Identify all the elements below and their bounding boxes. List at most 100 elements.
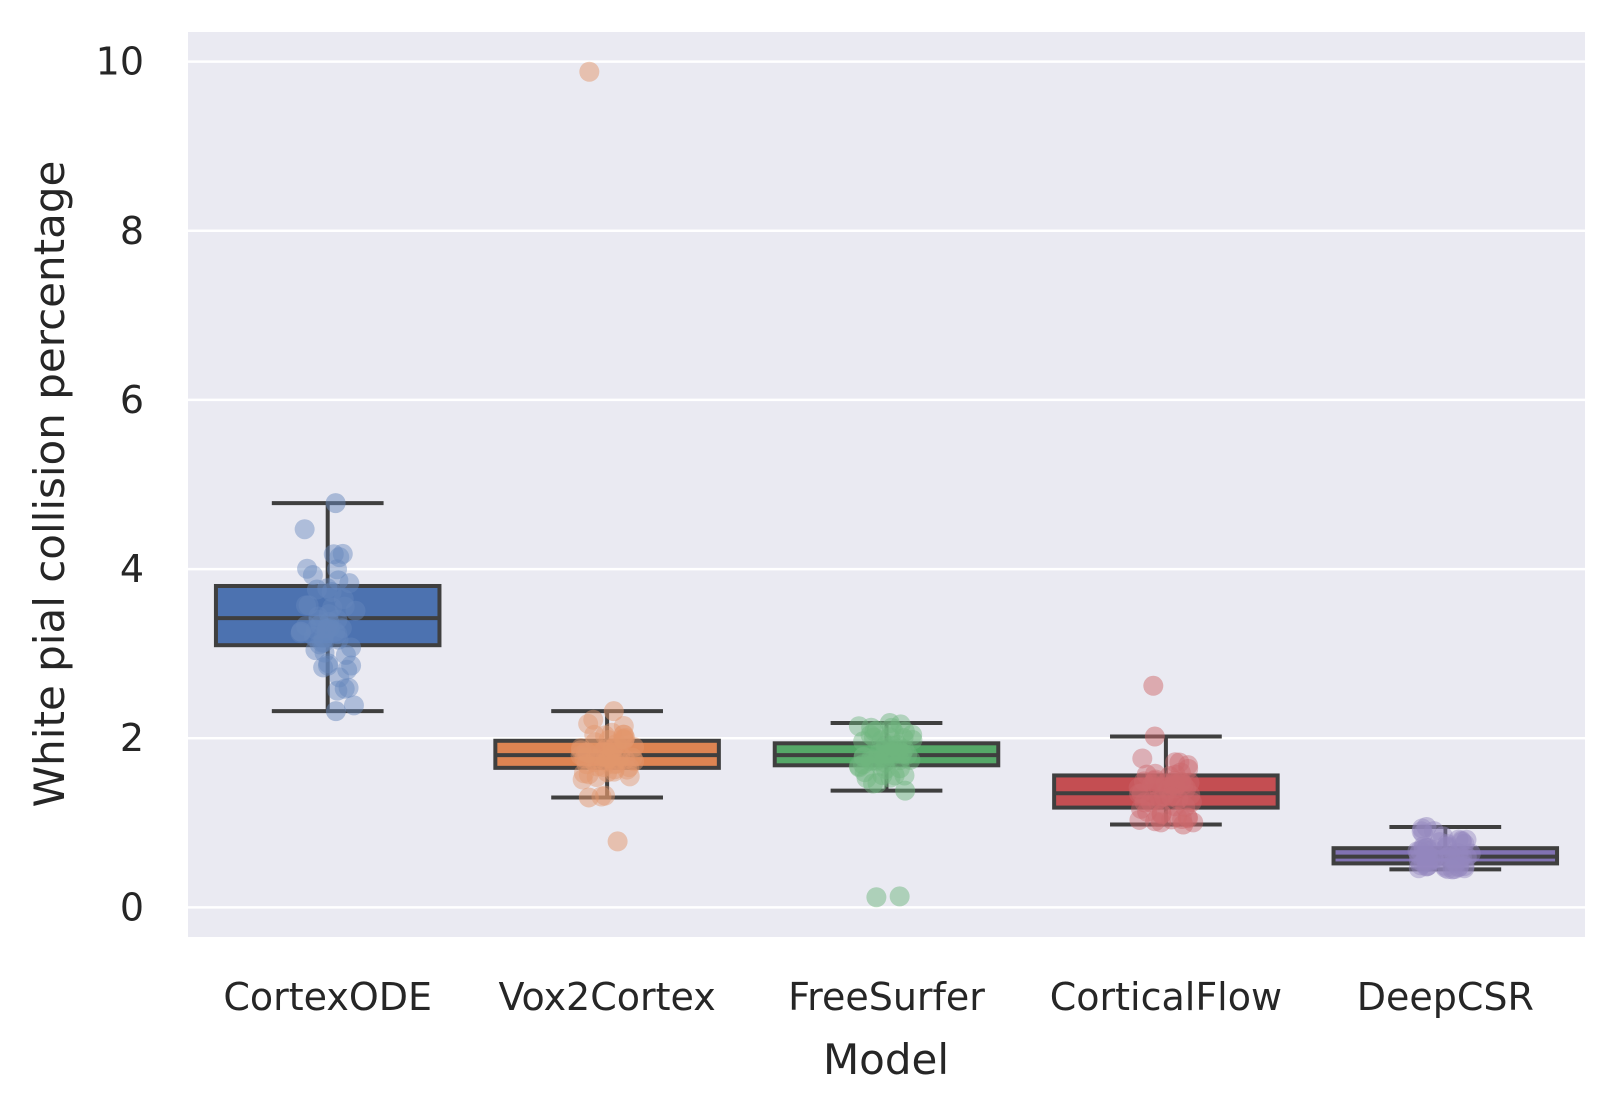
data-point (881, 741, 902, 762)
data-point (578, 787, 599, 808)
data-point (853, 746, 874, 767)
data-point (308, 609, 329, 630)
data-point (610, 745, 631, 766)
data-point (1436, 837, 1457, 858)
data-point (1142, 774, 1163, 795)
data-point (578, 764, 599, 785)
data-point (1408, 858, 1429, 879)
data-point (1144, 726, 1165, 747)
data-point (1415, 848, 1436, 869)
data-point (848, 756, 869, 777)
data-point (583, 709, 604, 730)
box-deepcsr (1331, 825, 1560, 872)
data-point (333, 589, 354, 610)
data-point (290, 621, 311, 642)
y-tick-label: 8 (120, 209, 144, 253)
data-point (612, 728, 633, 749)
data-point (1407, 841, 1428, 862)
data-point (601, 722, 622, 743)
data-point (853, 731, 874, 752)
data-point (325, 493, 346, 514)
data-point (1145, 811, 1166, 832)
data-point (604, 754, 625, 775)
data-point (1416, 817, 1437, 838)
data-point (863, 750, 884, 771)
data-point (860, 750, 881, 771)
data-point (331, 618, 352, 639)
data-point (339, 573, 360, 594)
data-point (871, 755, 892, 776)
data-point (290, 623, 311, 644)
data-point (310, 614, 331, 635)
data-point (884, 765, 905, 786)
data-point (887, 734, 908, 755)
data-point (891, 742, 912, 763)
box-freesurfer (772, 721, 1001, 793)
data-point (343, 695, 364, 716)
data-point (329, 667, 350, 688)
data-point (332, 543, 353, 564)
data-point (1129, 809, 1150, 830)
data-point (615, 727, 636, 748)
data-point (309, 634, 330, 655)
data-point (1159, 766, 1180, 787)
data-point (619, 757, 640, 778)
data-point (1180, 784, 1201, 805)
data-point (1131, 783, 1152, 804)
data-point (317, 655, 338, 676)
data-point (297, 558, 318, 579)
data-point (337, 659, 358, 680)
data-point (327, 624, 348, 645)
data-point (577, 742, 598, 763)
outlier-point (889, 886, 910, 907)
data-point (1173, 814, 1194, 835)
x-tick-label: CorticalFlow (1050, 975, 1282, 1019)
data-point (624, 737, 645, 758)
data-point (1448, 829, 1469, 850)
data-point (598, 729, 619, 750)
data-point (881, 735, 902, 756)
box-vox2cortex (493, 709, 721, 800)
data-point (1137, 801, 1158, 822)
data-point (603, 701, 624, 722)
data-point (617, 759, 638, 780)
data-point (867, 773, 888, 794)
data-point (1179, 772, 1200, 793)
data-point (1170, 762, 1191, 783)
data-point (875, 735, 896, 756)
data-point (312, 632, 333, 653)
box-corticalflow (1052, 734, 1280, 827)
data-point (624, 751, 645, 772)
data-point (894, 721, 915, 742)
data-point (1145, 763, 1166, 784)
data-point (570, 738, 591, 759)
data-point (1178, 755, 1199, 776)
data-point (570, 745, 591, 766)
data-point (1168, 789, 1189, 810)
data-point (619, 766, 640, 787)
data-point (1417, 837, 1438, 858)
data-point (614, 730, 635, 751)
data-point (1132, 748, 1153, 769)
data-point (1176, 778, 1197, 799)
data-point (889, 758, 910, 779)
data-point (1171, 772, 1192, 793)
data-point (613, 724, 634, 745)
data-point (854, 762, 875, 783)
data-point (1432, 826, 1453, 847)
data-point (1413, 853, 1434, 874)
data-point (1158, 779, 1179, 800)
data-point (1413, 836, 1434, 857)
data-point (861, 717, 882, 738)
outlier-point (607, 831, 628, 852)
data-point (1147, 790, 1168, 811)
data-point (1440, 844, 1461, 865)
data-point (1408, 850, 1429, 871)
data-point (1165, 776, 1186, 797)
data-point (327, 680, 348, 701)
plot-background (188, 32, 1585, 937)
data-point (595, 747, 616, 768)
data-point (894, 739, 915, 760)
data-point (860, 724, 881, 745)
data-point (875, 759, 896, 780)
